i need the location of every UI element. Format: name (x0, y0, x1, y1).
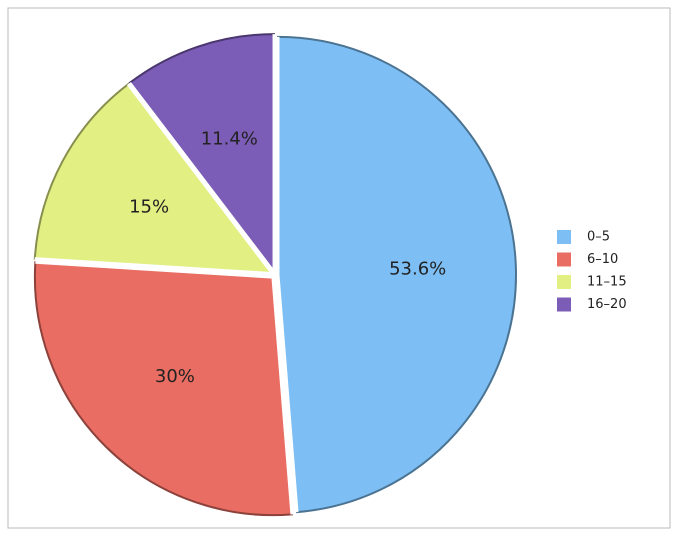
value-label: 15% (129, 197, 169, 218)
value-label: 11.4% (201, 129, 258, 150)
slice-gap (128, 34, 276, 277)
legend-swatch (557, 252, 571, 267)
pie-slice (276, 35, 517, 514)
legend-swatch (557, 230, 571, 244)
legend-swatch (557, 297, 571, 312)
value-label: 53.6% (389, 258, 446, 279)
pie-slice (128, 33, 276, 276)
slice-gap (34, 83, 276, 276)
pie-slice (33, 82, 275, 275)
slice-gap (35, 260, 294, 515)
pie-slice (33, 261, 293, 517)
legend-label: 11–15 (587, 275, 627, 290)
slice-gap (276, 36, 299, 513)
value-label: 30% (155, 366, 195, 387)
legend-label: 6–10 (587, 252, 618, 267)
legend-label: 0–5 (587, 230, 610, 245)
legend-label: 16–20 (587, 297, 627, 312)
legend-swatch (557, 275, 571, 289)
